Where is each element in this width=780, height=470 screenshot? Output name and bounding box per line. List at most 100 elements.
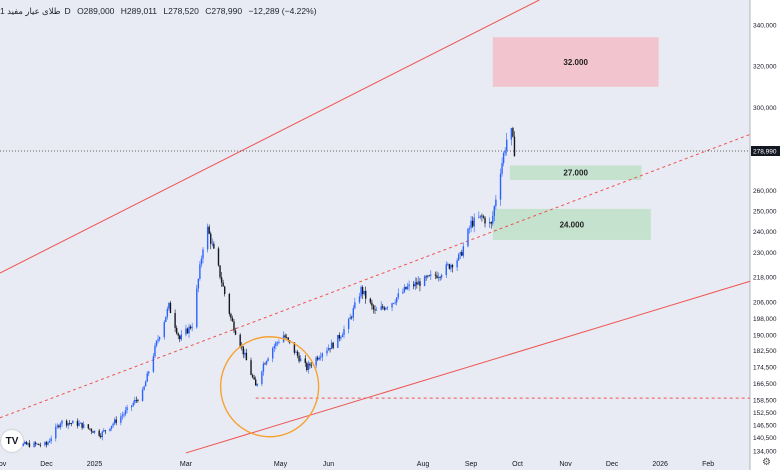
x-tick-label-5: Jun	[323, 461, 334, 468]
candle-body-31	[67, 423, 69, 426]
candle-body-205	[445, 264, 447, 276]
candle-body-33	[70, 423, 72, 424]
candle-body-158	[341, 334, 344, 338]
candle-body-220	[478, 217, 480, 219]
candle-body-201	[436, 275, 438, 279]
candle-body-28	[59, 423, 62, 428]
candle-body-83	[179, 335, 181, 340]
candle-body-150	[326, 350, 328, 354]
candle-body-198	[428, 275, 430, 277]
symbol-header: طلای عیار مفید 1D O289,000 H289,011 L278…	[0, 6, 321, 17]
interval-label[interactable]: 1D	[0, 6, 71, 16]
candle-body-164	[354, 302, 356, 309]
channel-line-upper	[0, 0, 540, 274]
candle-body-74	[158, 337, 161, 340]
candle-body-56	[121, 415, 124, 417]
candle-body-149	[321, 353, 324, 357]
candle-body-209	[451, 264, 454, 268]
candle-body-206	[447, 264, 449, 266]
last-price-badge	[751, 145, 780, 156]
candle-body-82	[177, 333, 179, 336]
candle-body-143	[309, 363, 311, 366]
candle-body-221	[479, 215, 482, 218]
price-axis-panel	[750, 0, 780, 470]
candle-body-97	[210, 233, 212, 244]
candle-body-92	[199, 264, 201, 279]
y-tick-label-3: 152,500	[753, 410, 777, 417]
candle-body-107	[231, 317, 234, 322]
candle-body-60	[131, 405, 133, 408]
candle-body-42	[90, 429, 93, 432]
candle-body-76	[165, 316, 167, 323]
candle-body-54	[115, 419, 117, 423]
candle-body-197	[426, 275, 429, 278]
candle-body-124	[267, 358, 269, 362]
candle-body-19	[39, 444, 41, 446]
candle-body-160	[347, 319, 350, 330]
candle-body-81	[175, 327, 178, 334]
candle-body-29	[61, 420, 63, 424]
candle-body-21	[45, 442, 48, 445]
candle-body-104	[223, 286, 226, 294]
candle-body-213	[461, 252, 463, 256]
candle-body-89	[191, 327, 193, 329]
candle-body-12	[25, 442, 28, 445]
x-tick-label-9: Nov	[559, 461, 572, 468]
x-tick-label-10: Dec	[606, 461, 619, 468]
candle-body-148	[320, 356, 322, 358]
zone-label-1: 32.000	[563, 58, 588, 67]
candle-body-51	[110, 425, 113, 429]
candle-body-229	[495, 199, 497, 207]
candle-body-152	[329, 348, 331, 350]
zone-label-3: 24.000	[560, 220, 585, 229]
candle-body-91	[197, 278, 200, 289]
candle-body-217	[470, 220, 472, 228]
candle-body-131	[284, 335, 286, 338]
candle-body-233	[504, 150, 506, 154]
candle-body-70	[152, 356, 155, 372]
candle-body-55	[120, 416, 122, 423]
candle-body-96	[208, 226, 210, 234]
candle-body-49	[104, 430, 107, 432]
candle-body-25	[55, 426, 57, 439]
candle-body-227	[492, 216, 494, 224]
candle-body-194	[419, 281, 421, 286]
candle-body-38	[81, 422, 83, 428]
candle-body-153	[330, 342, 333, 350]
candle-body-129	[278, 342, 280, 343]
candle-body-125	[272, 348, 274, 359]
y-tick-label-8: 190,000	[753, 333, 777, 340]
candle-body-181	[392, 303, 395, 304]
candle-body-99	[213, 243, 215, 249]
close-value: C278,990	[205, 6, 243, 16]
candle-body-121	[262, 363, 265, 372]
candle-body-202	[437, 276, 440, 279]
candle-body-79	[169, 302, 172, 314]
candle-body-43	[92, 431, 94, 433]
candle-body-37	[79, 422, 82, 424]
tradingview-logo[interactable]: TV	[1, 430, 23, 452]
candle-body-62	[134, 400, 136, 403]
candle-body-61	[132, 402, 134, 406]
gear-icon[interactable]: ⚙	[762, 457, 771, 468]
candle-body-161	[349, 317, 351, 320]
candle-body-63	[135, 400, 138, 401]
candle-body-87	[188, 326, 190, 334]
candle-body-27	[58, 425, 60, 428]
candle-body-222	[481, 215, 483, 217]
y-tick-label-13: 240,000	[753, 229, 777, 236]
candle-body-11	[24, 442, 26, 444]
y-tick-label-6: 174,500	[753, 365, 777, 372]
candle-body-159	[343, 329, 345, 335]
candle-body-138	[298, 355, 300, 362]
candle-body-187	[405, 286, 407, 290]
candle-body-65	[141, 389, 144, 401]
candle-body-232	[502, 153, 505, 164]
candle-body-208	[450, 264, 452, 269]
x-tick-label-12: Feb	[702, 461, 714, 468]
symbol-name[interactable]: طلای عیار مفید	[7, 6, 61, 16]
candle-body-59	[126, 407, 128, 411]
candle-body-64	[137, 400, 139, 402]
